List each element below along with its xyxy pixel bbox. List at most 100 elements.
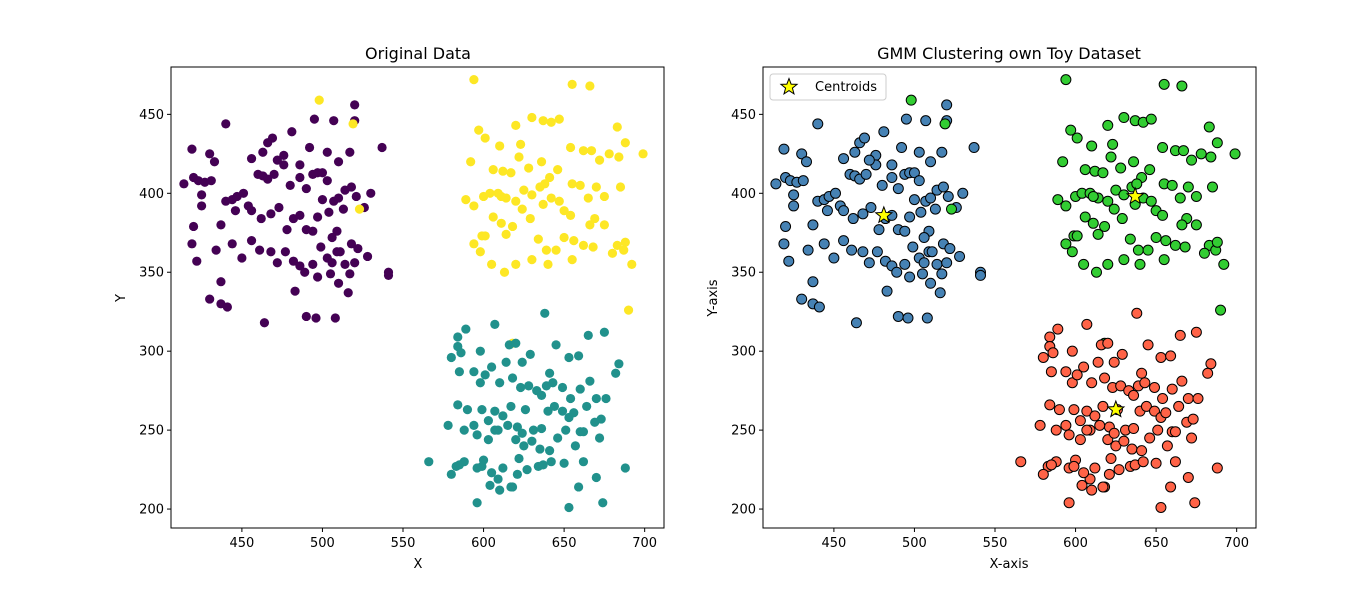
data-point-series-0 xyxy=(295,210,305,220)
data-point-series-1 xyxy=(1215,304,1227,316)
data-point-series-0 xyxy=(921,312,933,324)
data-point-series-0 xyxy=(899,225,911,237)
data-point-series-2 xyxy=(559,458,569,468)
data-point-series-0 xyxy=(295,160,305,170)
data-point-series-1 xyxy=(487,259,497,269)
data-point-series-2 xyxy=(469,420,479,430)
data-point-series-0 xyxy=(287,127,297,137)
data-point-series-2 xyxy=(1113,464,1125,476)
data-point-series-0 xyxy=(324,207,334,217)
data-point-series-1 xyxy=(469,75,479,85)
data-point-series-2 xyxy=(1173,400,1185,412)
data-point-series-0 xyxy=(934,287,946,299)
data-point-series-2 xyxy=(591,393,601,404)
data-point-series-1 xyxy=(591,182,601,192)
data-point-series-1 xyxy=(1057,156,1069,168)
data-point-series-1 xyxy=(527,190,537,200)
data-point-series-2 xyxy=(475,346,485,356)
data-point-series-1 xyxy=(501,229,511,239)
data-point-series-1 xyxy=(511,196,521,206)
x-ticks: 450 500 550 600 650 700 xyxy=(229,528,657,551)
data-point-series-0 xyxy=(900,113,912,125)
data-point-series-0 xyxy=(801,156,812,168)
data-point-series-2 xyxy=(1139,377,1151,389)
data-point-series-2 xyxy=(1045,366,1057,378)
data-point-series-1 xyxy=(1078,258,1090,270)
data-point-series-0 xyxy=(335,247,345,257)
data-point-series-0 xyxy=(206,176,216,186)
data-point-series-2 xyxy=(1140,400,1152,412)
scatter-points xyxy=(179,75,648,513)
data-point-series-1 xyxy=(554,196,564,206)
data-point-series-0 xyxy=(313,272,323,282)
data-point-series-0 xyxy=(216,220,226,230)
data-point-series-1 xyxy=(1186,154,1198,166)
data-point-series-2 xyxy=(1092,356,1104,368)
data-point-series-0 xyxy=(908,167,920,179)
data-point-series-0 xyxy=(333,157,344,167)
data-point-series-1 xyxy=(612,240,622,250)
data-point-series-1 xyxy=(1102,258,1114,270)
data-point-series-1 xyxy=(585,220,595,230)
data-point-series-2 xyxy=(506,401,516,412)
data-point-series-1 xyxy=(590,213,600,224)
data-point-series-0 xyxy=(936,146,948,158)
data-point-series-2 xyxy=(517,428,527,438)
data-point-series-0 xyxy=(221,119,231,129)
data-point-series-2 xyxy=(527,436,537,446)
data-point-series-0 xyxy=(197,190,207,200)
data-point-series-2 xyxy=(1182,471,1194,483)
data-point-series-2 xyxy=(512,422,522,432)
data-point-series-2 xyxy=(1116,348,1128,360)
legend-box xyxy=(769,73,887,101)
data-point-series-2 xyxy=(1086,484,1098,496)
data-point-series-0 xyxy=(944,243,956,255)
data-point-series-2 xyxy=(564,352,574,363)
data-point-series-0 xyxy=(237,253,247,263)
data-point-series-1 xyxy=(1211,137,1223,149)
data-point-series-2 xyxy=(599,327,609,337)
y-tick-label: 350 xyxy=(731,266,756,281)
data-point-series-2 xyxy=(1052,323,1064,335)
data-point-series-2 xyxy=(512,469,522,479)
data-point-series-0 xyxy=(859,132,870,144)
data-point-series-0 xyxy=(187,144,197,154)
data-point-series-0 xyxy=(925,156,937,168)
data-point-series-0 xyxy=(329,116,339,126)
data-point-series-1 xyxy=(1060,238,1072,250)
data-point-series-1 xyxy=(638,149,648,159)
data-point-series-1 xyxy=(578,240,589,250)
data-point-series-0 xyxy=(301,311,311,322)
data-point-series-1 xyxy=(1144,164,1156,176)
data-point-series-0 xyxy=(205,294,215,304)
centroid-star-icon xyxy=(874,205,894,224)
data-point-series-0 xyxy=(280,247,290,257)
data-point-series-0 xyxy=(797,175,809,187)
data-point-series-1 xyxy=(1087,190,1099,202)
data-point-series-0 xyxy=(272,258,282,268)
data-point-series-1 xyxy=(1218,258,1230,270)
data-point-series-2 xyxy=(1128,423,1140,435)
data-point-series-1 xyxy=(554,114,564,124)
data-point-series-1 xyxy=(1092,228,1104,240)
data-point-series-1 xyxy=(1079,211,1091,223)
data-point-series-0 xyxy=(345,147,355,157)
data-point-series-0 xyxy=(266,247,276,257)
data-point-series-1 xyxy=(1079,164,1091,176)
data-point-series-2 xyxy=(1045,459,1057,471)
data-point-series-0 xyxy=(279,150,289,161)
x-tick-label: 500 xyxy=(902,536,927,551)
data-point-series-2 xyxy=(480,370,490,380)
y-tick-label: 400 xyxy=(731,187,756,202)
data-point-series-2 xyxy=(557,406,568,416)
data-point-series-1 xyxy=(939,118,951,130)
data-point-series-2 xyxy=(1108,356,1120,368)
data-point-series-2 xyxy=(1115,380,1127,392)
data-point-series-2 xyxy=(1169,456,1181,468)
data-point-series-2 xyxy=(1066,345,1078,357)
data-point-series-2 xyxy=(1060,419,1072,431)
data-point-series-0 xyxy=(913,146,925,158)
data-point-series-2 xyxy=(483,416,493,426)
data-point-series-0 xyxy=(272,155,282,165)
data-point-series-1 xyxy=(623,305,634,315)
